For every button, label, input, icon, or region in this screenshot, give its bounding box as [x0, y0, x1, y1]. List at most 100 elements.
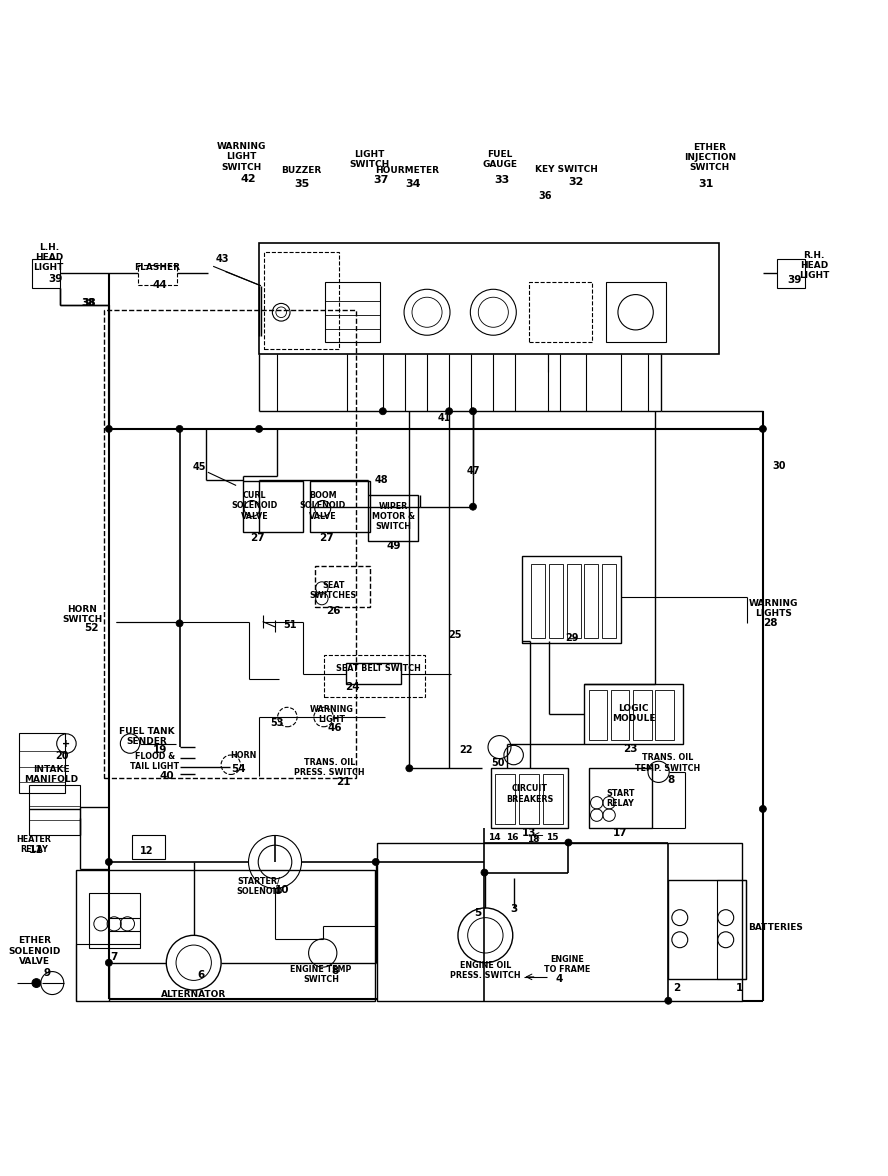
Text: WARNING
LIGHT
SWITCH: WARNING LIGHT SWITCH	[217, 142, 266, 172]
Text: 29: 29	[566, 634, 579, 643]
Text: BATTERIES: BATTERIES	[748, 923, 803, 931]
Bar	[496, 774, 515, 824]
Text: 7: 7	[110, 953, 118, 962]
Text: 54: 54	[232, 764, 246, 774]
Bar	[243, 481, 304, 533]
Bar	[584, 684, 684, 744]
Text: CURL
SOLENOID
VALVE: CURL SOLENOID VALVE	[232, 490, 278, 521]
Text: ETHER
INJECTION
SWITCH: ETHER INJECTION SWITCH	[684, 142, 736, 173]
Text: 8: 8	[668, 775, 675, 784]
Text: HORN
SWITCH: HORN SWITCH	[62, 604, 102, 624]
Text: FLOOD &
TAIL LIGHT: FLOOD & TAIL LIGHT	[131, 751, 179, 771]
Bar	[491, 768, 568, 828]
Text: INTAKE
MANIFOLD: INTAKE MANIFOLD	[24, 764, 78, 784]
Text: 41: 41	[438, 413, 451, 423]
Text: 6: 6	[197, 970, 204, 980]
Text: +: +	[62, 739, 70, 749]
Bar	[522, 556, 622, 643]
Circle shape	[32, 978, 41, 988]
Text: 47: 47	[466, 467, 480, 476]
Text: 49: 49	[386, 541, 400, 550]
Bar	[19, 733, 65, 793]
Text: STARTER/
SOLENOID: STARTER/ SOLENOID	[236, 876, 282, 896]
Text: WIPER
MOTOR &
SWITCH: WIPER MOTOR & SWITCH	[372, 501, 415, 532]
Circle shape	[759, 806, 766, 813]
Text: SEAT BELT SWITCH: SEAT BELT SWITCH	[336, 664, 421, 673]
Bar	[377, 843, 741, 1001]
Bar	[669, 880, 746, 978]
Text: 18: 18	[527, 835, 539, 843]
Bar	[323, 655, 425, 696]
Text: HOURMETER: HOURMETER	[376, 166, 440, 175]
Text: 15: 15	[546, 833, 559, 842]
Text: 11: 11	[29, 844, 44, 855]
Bar	[611, 689, 630, 740]
Bar	[602, 564, 616, 639]
Text: 17: 17	[614, 828, 628, 837]
Bar	[368, 495, 418, 541]
Text: WARNING
LIGHTS: WARNING LIGHTS	[749, 599, 798, 619]
Bar	[543, 774, 563, 824]
Text: 16: 16	[505, 833, 518, 842]
Text: ENGINE
TO FRAME: ENGINE TO FRAME	[543, 955, 590, 974]
Circle shape	[106, 426, 113, 433]
Text: R.H.
HEAD
LIGHT: R.H. HEAD LIGHT	[799, 250, 829, 280]
Text: 9: 9	[44, 968, 51, 978]
Bar	[528, 282, 592, 342]
Bar	[105, 309, 356, 779]
Text: L.H.
HEAD
LIGHT: L.H. HEAD LIGHT	[34, 242, 64, 273]
Text: 39: 39	[49, 274, 63, 283]
Circle shape	[379, 408, 386, 415]
Circle shape	[759, 426, 766, 433]
Text: ENGINE TEMP
SWITCH: ENGINE TEMP SWITCH	[290, 964, 352, 984]
Text: SEAT
SWITCHES: SEAT SWITCHES	[310, 581, 357, 601]
Text: 38: 38	[83, 298, 96, 308]
Text: 35: 35	[294, 179, 309, 189]
Text: HORN: HORN	[230, 751, 257, 761]
Circle shape	[470, 503, 477, 510]
Text: 1: 1	[736, 983, 743, 994]
Bar	[325, 282, 380, 342]
Text: LIGHT
SWITCH: LIGHT SWITCH	[350, 149, 390, 169]
Bar	[76, 870, 375, 1001]
Bar	[549, 564, 563, 639]
Bar	[531, 564, 545, 639]
Bar	[264, 252, 338, 349]
Text: 24: 24	[345, 682, 361, 691]
Bar	[717, 880, 746, 978]
Text: BOOM
SOLENOID
VALVE: BOOM SOLENOID VALVE	[299, 490, 345, 521]
Text: 50: 50	[491, 759, 504, 768]
Text: TRANS. OIL
TEMP. SWITCH: TRANS. OIL TEMP. SWITCH	[635, 754, 700, 773]
Text: 27: 27	[250, 533, 265, 542]
Bar	[606, 282, 666, 342]
Text: 34: 34	[405, 179, 421, 189]
Text: 5: 5	[475, 908, 482, 918]
Bar	[29, 786, 80, 835]
Text: HEATER
RELAY: HEATER RELAY	[16, 835, 52, 854]
Text: 25: 25	[448, 630, 462, 640]
Text: 30: 30	[772, 461, 786, 472]
Circle shape	[470, 408, 477, 415]
Text: 45: 45	[193, 462, 206, 472]
Text: 52: 52	[84, 623, 99, 633]
Bar	[90, 893, 139, 948]
Text: 53: 53	[270, 719, 283, 728]
Text: 40: 40	[160, 771, 175, 781]
Circle shape	[106, 960, 113, 967]
Bar	[777, 259, 805, 287]
Text: START
RELAY: START RELAY	[607, 789, 635, 808]
Bar	[655, 689, 674, 740]
Text: 23: 23	[623, 744, 638, 754]
Circle shape	[406, 764, 413, 771]
Text: 19: 19	[153, 744, 167, 755]
Text: 14: 14	[488, 833, 501, 842]
Text: 21: 21	[336, 777, 351, 788]
Text: 39: 39	[788, 275, 802, 286]
Bar	[311, 481, 370, 533]
Text: KEY SWITCH: KEY SWITCH	[535, 165, 599, 174]
Bar	[259, 243, 718, 354]
Bar	[589, 768, 653, 828]
Text: 13: 13	[522, 828, 537, 837]
Text: ENGINE OIL
PRESS. SWITCH: ENGINE OIL PRESS. SWITCH	[450, 961, 520, 981]
Text: 32: 32	[567, 178, 583, 187]
